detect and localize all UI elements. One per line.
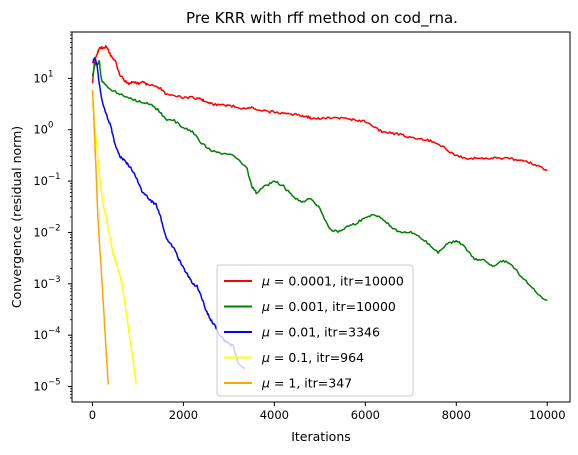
series-line-3 xyxy=(91,101,138,385)
y-tick-exponent: −3 xyxy=(48,275,61,285)
legend-entry: μ = 0.0001, itr=10000 xyxy=(261,274,404,289)
x-tick-label: 6000 xyxy=(351,408,380,422)
legend-entry: μ = 0.001, itr=10000 xyxy=(261,299,396,314)
series-line-1 xyxy=(91,60,548,301)
x-tick-label: 8000 xyxy=(442,408,471,422)
series-line-0 xyxy=(91,44,548,172)
series-line-4 xyxy=(91,89,109,385)
x-tick-label: 10000 xyxy=(529,408,566,422)
y-tick-exponent: −2 xyxy=(48,223,61,233)
series-line-2 xyxy=(92,57,246,370)
y-tick-exponent: 1 xyxy=(48,69,53,79)
legend-entry: μ = 1, itr=347 xyxy=(261,376,352,391)
y-tick-exponent: −1 xyxy=(48,172,61,182)
y-tick-label: 10 xyxy=(33,225,48,239)
plot-lines xyxy=(91,44,548,385)
y-tick-label: 10 xyxy=(33,277,48,291)
y-tick-exponent: −4 xyxy=(48,326,61,336)
chart-title: Pre KRR with rff method on cod_rna. xyxy=(186,9,458,28)
legend-box xyxy=(216,264,414,397)
y-tick-label: 10 xyxy=(33,174,48,188)
y-tick-exponent: −5 xyxy=(48,378,61,388)
x-axis-label: Iterations xyxy=(291,429,351,444)
x-axis: 0 2000 4000 6000 8000 10000 xyxy=(89,402,566,422)
y-tick-label: 10 xyxy=(33,123,48,137)
y-tick-label: 10 xyxy=(33,71,48,85)
y-tick-label: 10 xyxy=(33,328,48,342)
y-tick-exponent: 0 xyxy=(48,121,53,131)
y-tick-label: 10 xyxy=(33,380,48,394)
x-tick-label: 4000 xyxy=(260,408,289,422)
x-tick-label: 2000 xyxy=(169,408,198,422)
y-axis-label: Convergence (residual norm) xyxy=(9,126,24,308)
legend: μ = 0.0001, itr=10000 μ = 0.001, itr=1000… xyxy=(216,264,414,397)
legend-entry: μ = 0.1, itr=964 xyxy=(261,350,364,365)
x-tick-label: 0 xyxy=(89,408,96,422)
legend-entry: μ = 0.01, itr=3346 xyxy=(261,325,380,340)
